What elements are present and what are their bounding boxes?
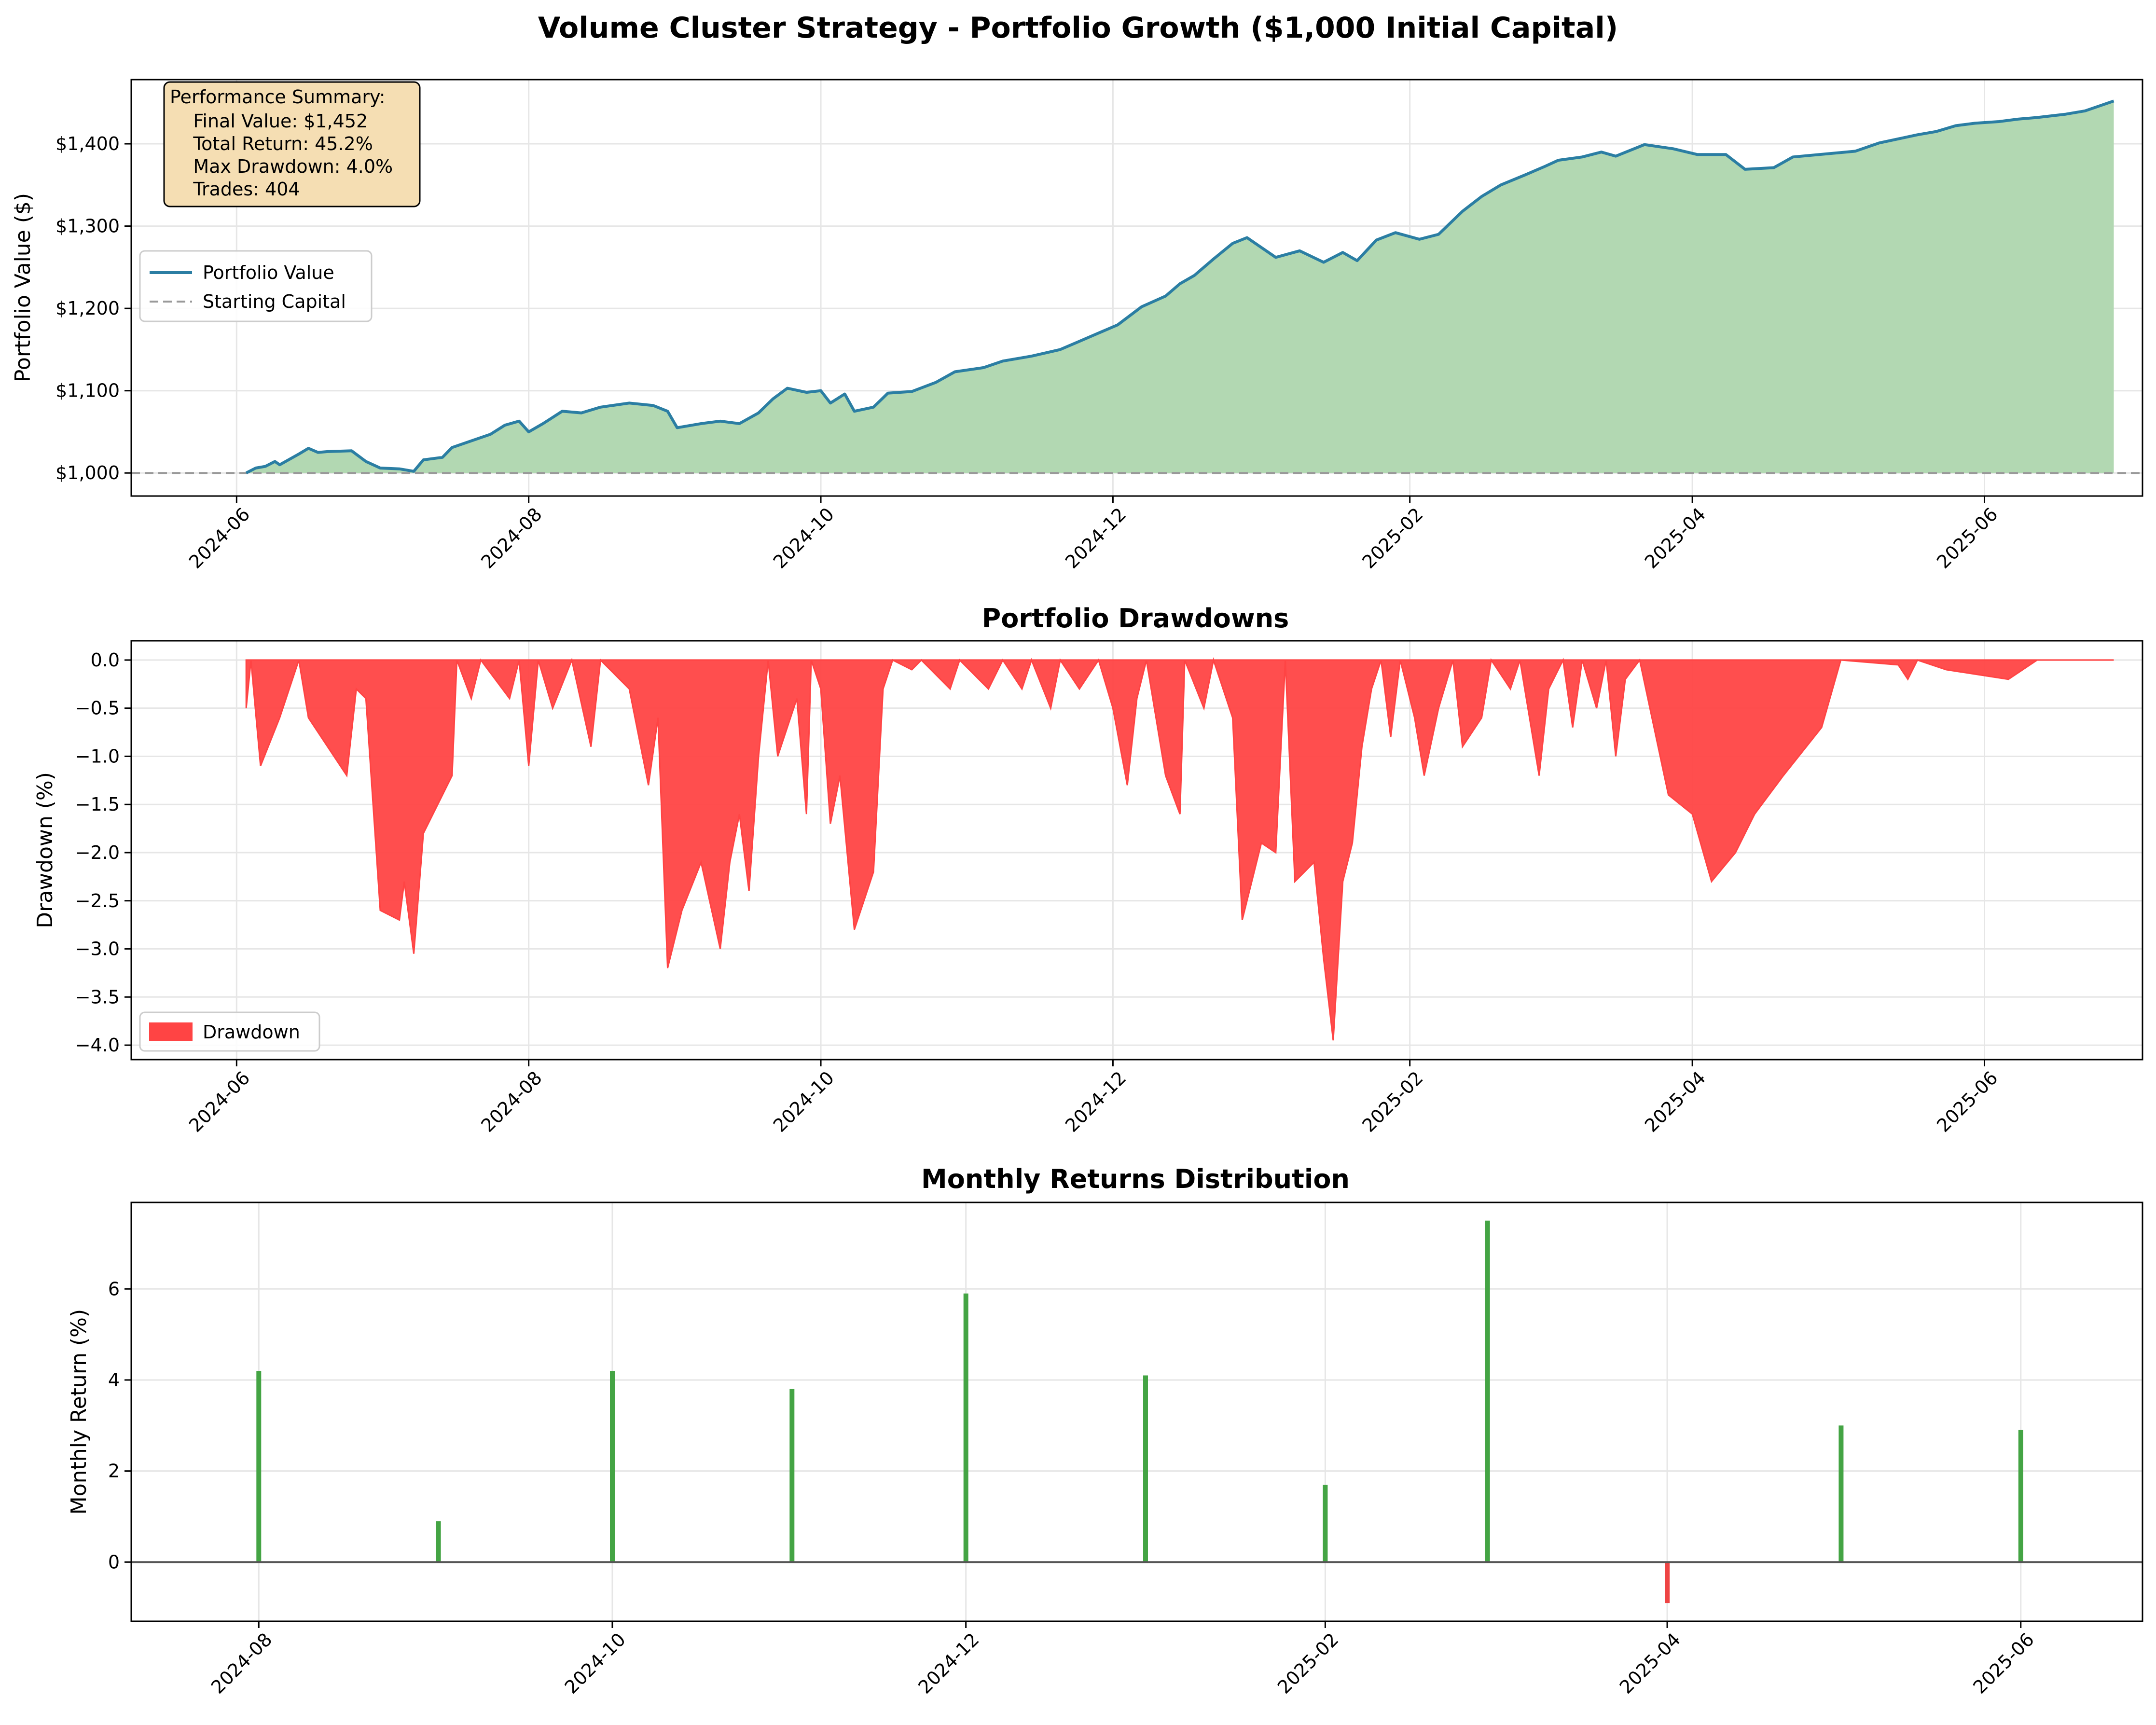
summary-max-drawdown: Max Drawdown: 4.0% <box>170 156 393 177</box>
monthly-return-bar <box>610 1371 615 1562</box>
p1-y-tick-label: $1,400 <box>55 133 120 154</box>
legend-starting-capital-label: Starting Capital <box>203 291 346 312</box>
monthly-returns-y-axis-label: Monthly Return (%) <box>67 1309 91 1515</box>
legend-drawdown-label: Drawdown <box>203 1021 300 1043</box>
legend-drawdown-swatch <box>149 1022 193 1041</box>
portfolio-growth-panel: $1,000$1,100$1,200$1,300$1,400 2024-06 20… <box>11 79 2143 573</box>
portfolio-y-ticks: $1,000 $1,100 $1,200 $1,300 $1,400 <box>55 133 131 483</box>
p2-y-tick-label: −1.5 <box>75 794 120 815</box>
p2-y-tick-label: −2.5 <box>75 890 120 911</box>
p2-y-tick-label: −0.5 <box>75 698 120 719</box>
p3-y-tick-label: 6 <box>108 1278 120 1299</box>
portfolio-legend: Portfolio Value Starting Capital <box>139 250 373 322</box>
monthly-return-bar <box>2018 1430 2023 1562</box>
drawdown-area <box>245 657 2114 1041</box>
monthly-return-bar <box>1665 1562 1670 1603</box>
portfolio-value-fill <box>246 101 2114 473</box>
p2-y-tick-label: −3.5 <box>75 986 120 1007</box>
drawdown-panel: Portfolio Drawdowns 0.0 −0.5 −1.0 −1.5 −2.0 −… <box>33 603 2143 1136</box>
p1-y-tick-label: $1,000 <box>55 462 120 483</box>
drawdown-panel-title: Portfolio Drawdowns <box>982 603 1289 634</box>
portfolio-y-axis-label: Portfolio Value ($) <box>11 193 35 382</box>
monthly-return-bars <box>256 1220 2023 1603</box>
monthly-return-bar <box>789 1389 795 1562</box>
summary-final-value: Final Value: $1,452 <box>170 110 368 132</box>
monthly-returns-panel-title: Monthly Returns Distribution <box>921 1164 1350 1194</box>
performance-summary-box: Performance Summary: Final Value: $1,452… <box>163 81 421 207</box>
monthly-return-bar <box>256 1371 262 1562</box>
drawdown-legend-frame <box>139 1011 320 1052</box>
p1-y-tick-label: $1,200 <box>55 298 120 319</box>
p1-y-tick-label: $1,100 <box>55 380 120 401</box>
monthly-return-bar <box>1838 1425 1844 1562</box>
performance-summary-background <box>163 81 421 207</box>
portfolio-legend-frame <box>139 250 373 322</box>
p2-y-tick-label: −4.0 <box>75 1035 120 1056</box>
summary-trades: Trades: 404 <box>170 179 300 200</box>
p3-y-tick-label: 4 <box>108 1369 120 1391</box>
p2-y-tick-label: −2.0 <box>75 842 120 863</box>
monthly-return-bar <box>1323 1485 1328 1562</box>
monthly-returns-y-ticks: 0 2 4 6 <box>108 1278 131 1573</box>
monthly-return-bar <box>1485 1220 1490 1562</box>
legend-portfolio-value-label: Portfolio Value <box>203 262 334 283</box>
summary-total-return: Total Return: 45.2% <box>170 133 373 154</box>
p2-y-tick-label: −1.0 <box>75 745 120 767</box>
p2-y-tick-label: 0.0 <box>91 649 120 671</box>
figure-title: Volume Cluster Strategy - Portfolio Grow… <box>538 11 1618 45</box>
monthly-return-bar <box>963 1293 968 1562</box>
p2-y-tick-label: −3.0 <box>75 938 120 960</box>
monthly-return-bar <box>436 1521 441 1562</box>
summary-heading: Performance Summary: <box>170 86 386 108</box>
drawdown-y-ticks: 0.0 −0.5 −1.0 −1.5 −2.0 −2.5 −3.0 −3.5 −4.0 <box>75 649 131 1056</box>
drawdown-legend: Drawdown <box>139 1011 320 1052</box>
drawdown-y-axis-label: Drawdown (%) <box>33 772 57 928</box>
p3-y-tick-label: 0 <box>108 1551 120 1573</box>
portfolio-value-line <box>245 99 2115 474</box>
p3-y-tick-label: 2 <box>108 1461 120 1482</box>
monthly-return-bar <box>1143 1375 1148 1562</box>
p1-y-tick-label: $1,300 <box>55 216 120 237</box>
